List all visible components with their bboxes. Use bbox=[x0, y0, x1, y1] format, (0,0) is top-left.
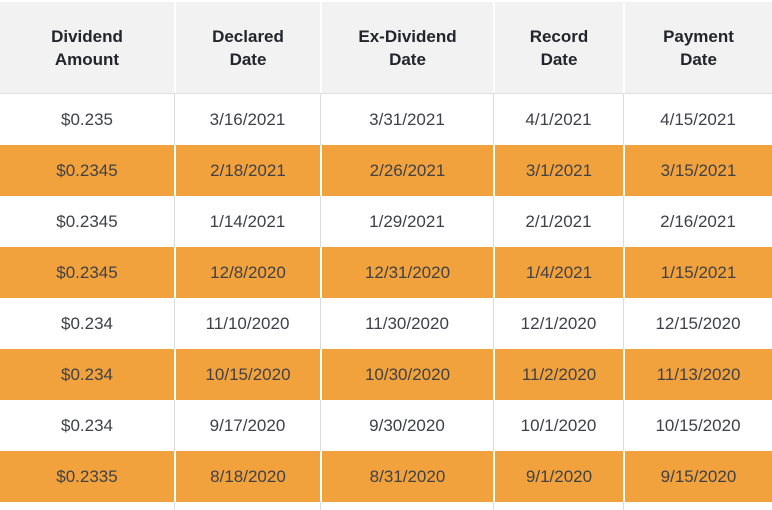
table-row: $0.2345 1/14/2021 1/29/2021 2/1/2021 2/16/20… bbox=[0, 196, 772, 247]
table-cell: 9/17/2020 bbox=[174, 400, 320, 451]
table-row: $0.234 9/17/2020 9/30/2020 10/1/2020 10/15/2… bbox=[0, 400, 772, 451]
column-header-line: Date bbox=[680, 49, 717, 69]
column-header-record-date: Record Date bbox=[493, 2, 623, 93]
table-cell: 2/18/2021 bbox=[174, 145, 320, 196]
table-cell: $0.2345 bbox=[0, 247, 174, 298]
column-header-label: Dividend Amount bbox=[51, 25, 123, 71]
table-cell: $0.234 bbox=[0, 298, 174, 349]
table-cell bbox=[493, 502, 623, 510]
table-row: $0.235 3/16/2021 3/31/2021 4/1/2021 4/15/202… bbox=[0, 94, 772, 145]
table-cell: 10/15/2020 bbox=[623, 400, 772, 451]
column-header-label: Record Date bbox=[530, 25, 589, 71]
table-cell: $0.234 bbox=[0, 349, 174, 400]
column-header-line: Record bbox=[529, 26, 589, 46]
table-cell: 2/26/2021 bbox=[320, 145, 493, 196]
column-header-label: Declared Date bbox=[212, 25, 284, 71]
column-header-label: Ex-Dividend Date bbox=[358, 25, 456, 71]
table-cell: $0.235 bbox=[0, 94, 174, 145]
table-row: $0.234 11/10/2020 11/30/2020 12/1/2020 12/15… bbox=[0, 298, 772, 349]
table-cell: 12/8/2020 bbox=[174, 247, 320, 298]
table-cell: 9/15/2020 bbox=[623, 451, 772, 502]
table-cell bbox=[174, 502, 320, 510]
table-cell: 10/15/2020 bbox=[174, 349, 320, 400]
table-cell bbox=[0, 502, 174, 510]
table-cell bbox=[320, 502, 493, 510]
column-header-label: Payment Date bbox=[663, 25, 734, 71]
table-cell: 8/31/2020 bbox=[320, 451, 493, 502]
partial-next-row bbox=[0, 502, 772, 510]
table-cell: 12/15/2020 bbox=[623, 298, 772, 349]
table-cell: 2/1/2021 bbox=[493, 196, 623, 247]
table-cell: 2/16/2021 bbox=[623, 196, 772, 247]
table-cell: 8/18/2020 bbox=[174, 451, 320, 502]
table-row: $0.234 10/15/2020 10/30/2020 11/2/2020 11/13… bbox=[0, 349, 772, 400]
table-cell bbox=[623, 502, 772, 510]
table-cell: 3/15/2021 bbox=[623, 145, 772, 196]
table-cell: 1/15/2021 bbox=[623, 247, 772, 298]
table-cell: 11/10/2020 bbox=[174, 298, 320, 349]
column-header-ex-dividend-date: Ex-Dividend Date bbox=[320, 2, 493, 93]
table-cell: $0.2345 bbox=[0, 196, 174, 247]
table-cell: 10/1/2020 bbox=[493, 400, 623, 451]
table-body: $0.235 3/16/2021 3/31/2021 4/1/2021 4/15/202… bbox=[0, 94, 772, 502]
table-cell: $0.2345 bbox=[0, 145, 174, 196]
column-header-line: Date bbox=[229, 49, 267, 69]
column-header-line: Amount bbox=[54, 49, 120, 69]
table-cell: 12/31/2020 bbox=[320, 247, 493, 298]
table-cell: 3/16/2021 bbox=[174, 94, 320, 145]
table-cell: $0.234 bbox=[0, 400, 174, 451]
table-cell: 11/30/2020 bbox=[320, 298, 493, 349]
table-cell: 11/13/2020 bbox=[623, 349, 772, 400]
table-cell: 1/29/2021 bbox=[320, 196, 493, 247]
column-header-dividend-amount: Dividend Amount bbox=[0, 2, 174, 93]
table-cell: 3/31/2021 bbox=[320, 94, 493, 145]
table-cell: 1/4/2021 bbox=[493, 247, 623, 298]
table-cell: 4/15/2021 bbox=[623, 94, 772, 145]
table-row: $0.2335 8/18/2020 8/31/2020 9/1/2020 9/15/20… bbox=[0, 451, 772, 502]
column-header-line: Dividend bbox=[51, 26, 123, 46]
column-header-line: Ex-Dividend bbox=[358, 26, 457, 46]
table-cell: 4/1/2021 bbox=[493, 94, 623, 145]
column-header-payment-date: Payment Date bbox=[623, 2, 772, 93]
table-cell: 11/2/2020 bbox=[493, 349, 623, 400]
table-cell: 9/30/2020 bbox=[320, 400, 493, 451]
table-row: $0.2345 2/18/2021 2/26/2021 3/1/2021 3/15/20… bbox=[0, 145, 772, 196]
column-header-line: Payment bbox=[663, 26, 734, 46]
table-cell: 1/14/2021 bbox=[174, 196, 320, 247]
table-cell: $0.2335 bbox=[0, 451, 174, 502]
column-header-line: Date bbox=[389, 49, 426, 69]
column-header-declared-date: Declared Date bbox=[174, 2, 320, 93]
table-row: $0.2345 12/8/2020 12/31/2020 1/4/2021 1/15/2… bbox=[0, 247, 772, 298]
table-header-row: Dividend Amount Declared Date Ex-Dividend Dat… bbox=[0, 2, 772, 94]
table-cell: 3/1/2021 bbox=[493, 145, 623, 196]
column-header-line: Date bbox=[540, 49, 578, 69]
table-cell: 10/30/2020 bbox=[320, 349, 493, 400]
column-header-line: Declared bbox=[212, 26, 284, 46]
table-cell: 9/1/2020 bbox=[493, 451, 623, 502]
table-cell: 12/1/2020 bbox=[493, 298, 623, 349]
